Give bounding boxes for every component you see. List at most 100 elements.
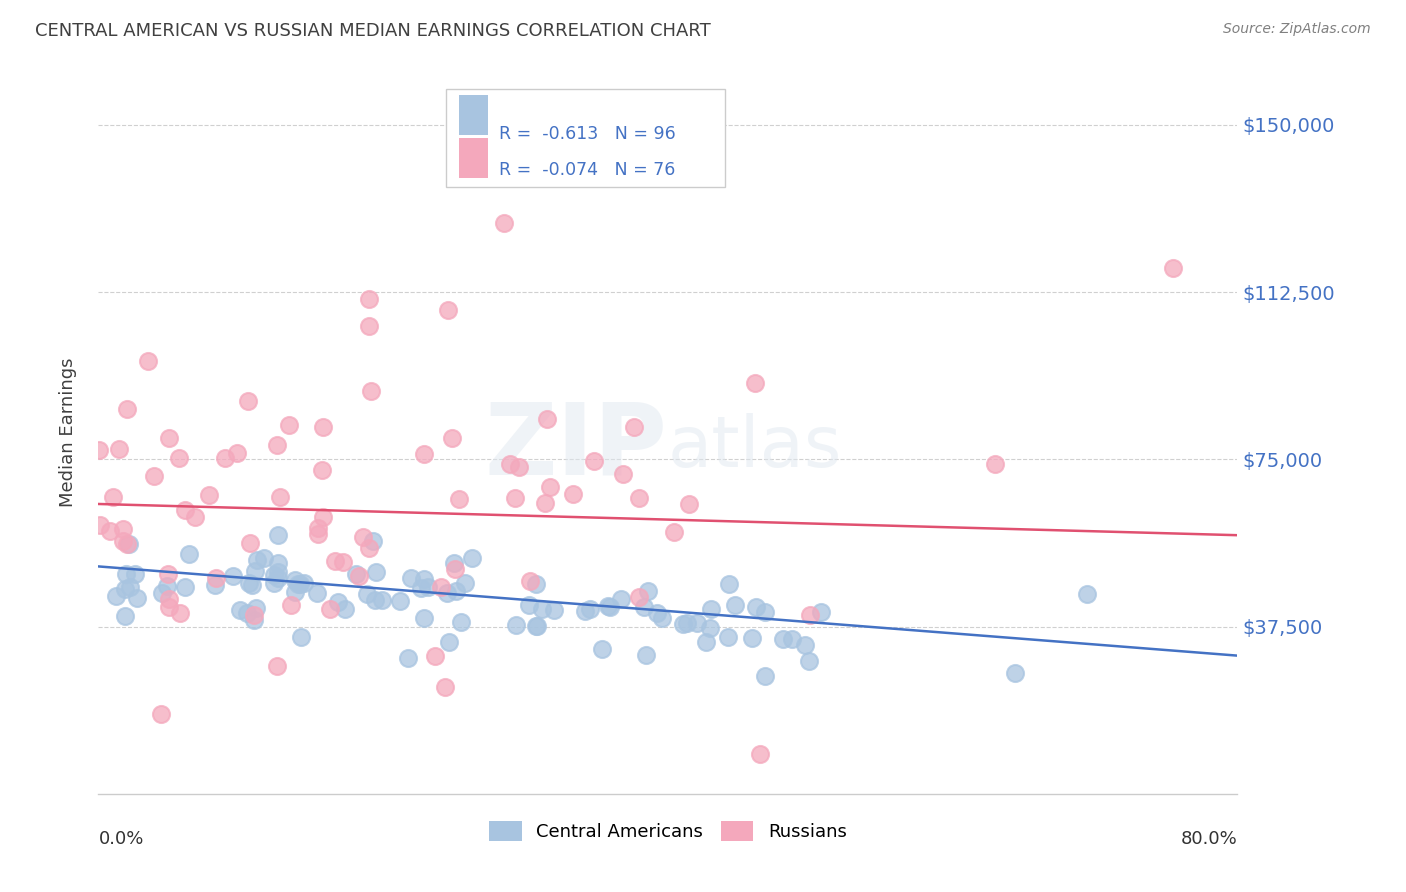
Point [536,412,558,426]
Point [114,609,136,624]
Point [136,354,159,368]
Point [695,635,717,649]
Point [114,582,136,597]
Point [352,530,374,544]
Point [236,606,259,620]
FancyBboxPatch shape [460,138,488,178]
Point [612,467,634,481]
Point [266,659,288,673]
Point [793,638,815,652]
Point [267,565,290,579]
FancyBboxPatch shape [460,95,488,135]
Text: R =  -0.613   N = 96: R = -0.613 N = 96 [499,125,676,144]
Text: ZIP: ZIP [485,399,668,496]
Point [118,536,141,550]
Point [413,572,436,586]
Point [269,490,291,504]
Point [508,459,530,474]
Point [423,648,446,663]
Point [444,562,467,576]
Point [744,376,766,391]
Point [754,669,776,683]
Point [280,598,302,612]
Point [347,568,370,582]
Point [562,486,585,500]
Point [290,630,312,644]
Point [430,580,453,594]
Point [263,567,285,582]
Point [284,584,307,599]
Point [115,401,138,416]
Point [984,457,1007,471]
Point [157,566,180,581]
Point [167,451,190,466]
Point [717,630,740,644]
Text: CENTRAL AMERICAN VS RUSSIAN MEDIAN EARNINGS CORRELATION CHART: CENTRAL AMERICAN VS RUSSIAN MEDIAN EARNI… [35,22,711,40]
Point [307,521,329,535]
Point [494,216,516,230]
Point [412,611,434,625]
Point [366,566,388,580]
Point [411,582,433,596]
Point [799,607,821,622]
Point [749,747,772,761]
Point [628,591,651,605]
Point [454,575,477,590]
Point [437,302,460,317]
Point [399,571,422,585]
Point [239,536,262,550]
Point [699,621,721,635]
Point [744,599,766,614]
Point [538,480,561,494]
Point [389,594,412,608]
Point [101,490,124,504]
Point [115,567,138,582]
Point [277,417,299,432]
Point [127,591,149,606]
Point [436,586,458,600]
Point [564,153,586,168]
Point [242,578,264,592]
Point [1076,587,1098,601]
Point [312,510,335,524]
Point [610,592,633,607]
Point [243,613,266,627]
Point [524,577,547,591]
Point [344,566,367,581]
Point [360,384,382,398]
Point [222,569,245,583]
Point [288,576,311,591]
Text: R =  -0.074   N = 76: R = -0.074 N = 76 [499,161,676,179]
Point [1161,260,1184,275]
Point [149,706,172,721]
Point [637,583,659,598]
Point [531,602,554,616]
Point [505,491,527,505]
Point [214,450,236,465]
Point [204,571,226,585]
Point [717,577,740,591]
Point [574,604,596,618]
Point [332,554,354,568]
Point [357,293,380,307]
Point [283,574,305,588]
Point [159,431,181,445]
Point [627,491,650,506]
Point [524,618,547,632]
Point [229,603,252,617]
Point [323,554,346,568]
Point [534,496,557,510]
Point [686,616,709,631]
Point [364,593,387,607]
Point [356,587,378,601]
Text: atlas: atlas [668,413,842,482]
Point [676,615,699,630]
Point [311,463,333,477]
Point [754,605,776,619]
Point [416,580,439,594]
Point [543,603,565,617]
Point [433,680,456,694]
FancyBboxPatch shape [446,89,725,187]
Point [700,602,723,616]
Point [89,517,111,532]
